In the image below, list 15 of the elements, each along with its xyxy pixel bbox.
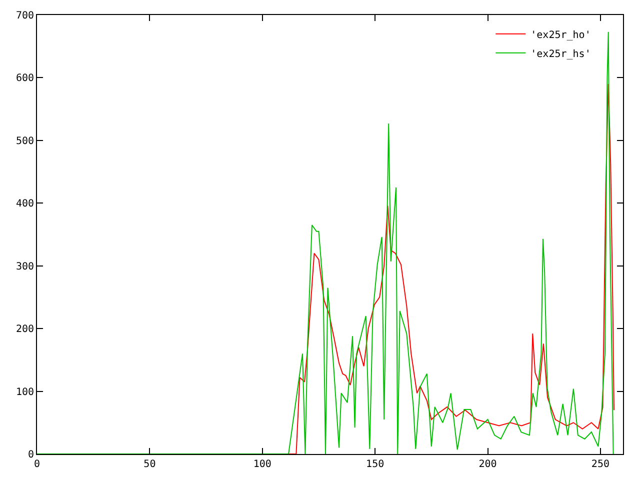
y-tick-label: 300 <box>16 261 34 272</box>
y-tick-label: 400 <box>16 198 34 210</box>
x-tick-label: 250 <box>591 459 610 470</box>
legend-label: 'ex25r_hs' <box>530 48 591 60</box>
x-tick-label: 150 <box>366 459 384 470</box>
y-tick-label: 0 <box>28 450 34 460</box>
y-tick-label: 500 <box>16 136 34 147</box>
y-tick-label: 100 <box>16 386 34 398</box>
x-tick-label: 200 <box>478 459 497 470</box>
legend-label: 'ex25r_ho' <box>530 30 591 41</box>
y-tick-label: 200 <box>16 324 34 336</box>
x-tick-label: 100 <box>253 459 272 470</box>
x-tick-label: 50 <box>144 459 156 470</box>
y-tick-label: 600 <box>16 73 34 84</box>
y-tick-label: 700 <box>16 10 34 22</box>
